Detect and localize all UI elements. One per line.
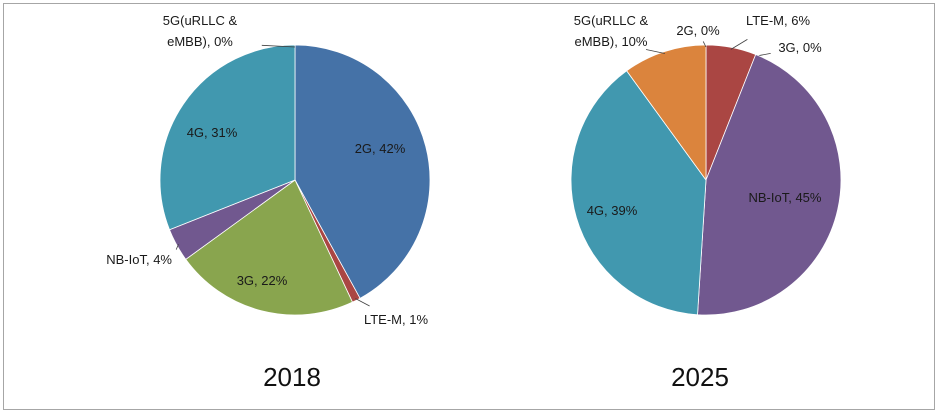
- slice-lte-m-label: LTE-M, 1%: [364, 312, 428, 327]
- slice-4g-label: 4G, 39%: [587, 203, 638, 218]
- slice-5g-urllc-embb-leader-line: [261, 44, 296, 48]
- chart-title: 2025: [671, 362, 729, 392]
- slice-nb-iot-label: NB-IoT, 45%: [749, 190, 822, 205]
- slice-2g-label: 2G, 42%: [355, 141, 406, 156]
- slice-5g-urllc-embb: [626, 44, 707, 182]
- slice-4g-label: 4G, 31%: [187, 125, 238, 140]
- slice-5g-urllc-embb-leader-line: [645, 49, 665, 54]
- slice-nb-iot-label: NB-IoT, 4%: [106, 252, 172, 267]
- slice-3g: [185, 179, 354, 316]
- slice-4g: [159, 44, 296, 231]
- pie-2025: LTE-M, 6% 3G, 0% NB-IoT, 45% 4G, 39% 5G(uRLL…: [570, 13, 842, 392]
- slice-lte-m-leader-line: [355, 298, 370, 307]
- chart-title: 2018: [263, 362, 321, 392]
- slice-2g-leader-line: [702, 41, 707, 48]
- slice-5g-urllc-embb-label: 5G(uRLLC & eMBB), 10%: [574, 13, 649, 49]
- slice-3g-label: 3G, 0%: [778, 40, 822, 55]
- slice-lte-m-leader-line: [730, 39, 748, 50]
- slice-lte-m-label: LTE-M, 6%: [746, 13, 810, 28]
- slice-3g-label: 3G, 22%: [237, 273, 288, 288]
- slice-2g-label: 2G, 0%: [676, 23, 720, 38]
- pie-2018: 2G, 42% LTE-M, 1% 3G, 22% NB-IoT, 4% 4G, 31%…: [106, 13, 431, 392]
- slice-2g: [294, 44, 431, 299]
- slice-5g-urllc-embb-label: 5G(uRLLC & eMBB), 0%: [163, 13, 238, 49]
- slice-nb-iot: [697, 53, 842, 316]
- slice-nb-iot-leader-line: [175, 243, 179, 250]
- slice-4g: [570, 70, 707, 316]
